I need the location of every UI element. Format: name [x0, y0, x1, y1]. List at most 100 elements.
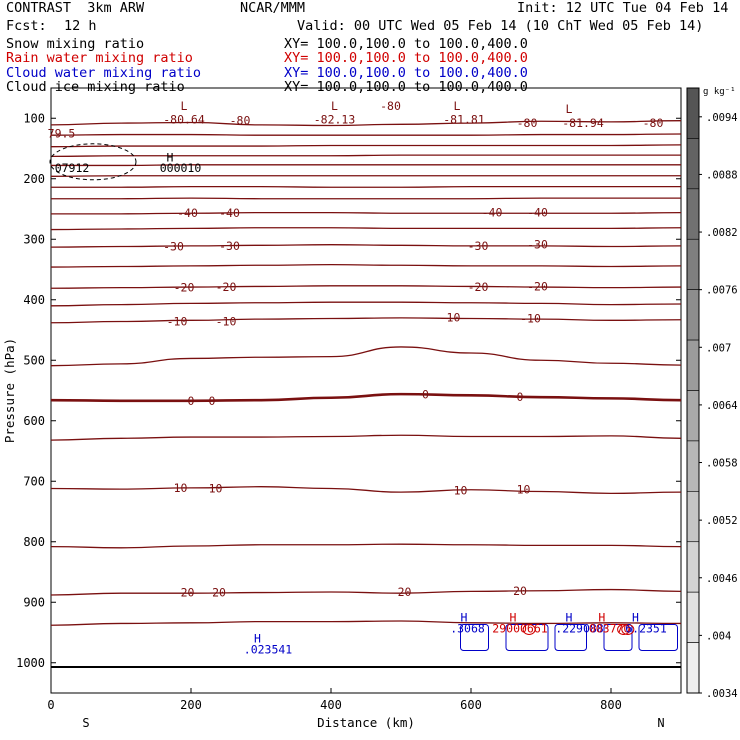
contour-label: -80 — [380, 99, 401, 113]
colorbar-segment — [686, 188, 700, 240]
init-time: Init: 12 UTC Tue 04 Feb 14 — [517, 0, 729, 16]
contour-label: 07912 — [55, 161, 90, 175]
contour-label: 20 — [513, 584, 527, 598]
colorbar-segment — [686, 440, 700, 492]
contour-label: H — [632, 610, 639, 624]
contour-label: -81.94 — [562, 116, 604, 130]
contour-label: -10 — [520, 312, 541, 326]
contour-label: 20 — [212, 586, 226, 600]
colorbar-segment — [686, 642, 700, 694]
contour-line-0 — [50, 392, 682, 403]
colorbar-tick-label: .0064 — [706, 400, 738, 412]
x-tick-label: 400 — [320, 698, 342, 712]
contour-label: -10 — [167, 315, 188, 329]
y-tick-label: 800 — [23, 535, 45, 549]
field-name-rain: Rain water mixing ratio — [6, 50, 193, 66]
field-xy-cloud-ice: XY= 100.0,100.0 to 100.0,400.0 — [284, 79, 528, 95]
colorbar-frame — [686, 87, 700, 694]
contour-label: 10 — [454, 483, 468, 497]
colorbar-segment — [686, 289, 700, 341]
colorbar-segment — [686, 541, 700, 593]
colorbar-tick-label: .0082 — [706, 227, 738, 239]
fcst-label: Fcst: — [6, 18, 47, 34]
y-tick-label: 600 — [23, 414, 45, 428]
contour-label: 0 — [517, 390, 524, 404]
x-tick-label: 200 — [180, 698, 202, 712]
contour-label: 0 — [209, 394, 216, 408]
cloud-water-contour-2 — [554, 624, 587, 651]
contour-label: .023541 — [244, 642, 293, 656]
field-xy-cloud-water: XY= 100.0,100.0 to 100.0,400.0 — [284, 65, 528, 81]
rain-contour-2 — [621, 623, 635, 635]
contour-line--20 — [50, 285, 682, 289]
contour-line-25 — [50, 620, 682, 626]
x-tick-label: 800 — [600, 698, 622, 712]
colorbar-tick-label: .0058 — [706, 458, 738, 470]
contour-label: -20 — [174, 281, 195, 295]
colorbar-tick-label: .0034 — [706, 688, 738, 700]
contour-label: -10 — [440, 310, 461, 324]
colorbar-tick-label: .007 — [706, 342, 731, 354]
colorbar-tick-label: .0094 — [706, 112, 738, 124]
contour-label: 20 — [181, 586, 195, 600]
colorbar-segment — [686, 238, 700, 290]
contour-label: -82.13 — [314, 112, 356, 126]
contour-label: L — [566, 102, 573, 116]
contour-label: -40 — [177, 206, 198, 220]
contour-label: -30 — [219, 239, 240, 253]
rain-contour-1 — [617, 623, 631, 635]
contour-line--15 — [50, 301, 682, 307]
field-name-cloud-ice: Cloud ice mixing ratio — [6, 79, 185, 95]
contour-line-15 — [50, 543, 682, 549]
left-title: CONTRAST 3km ARW — [6, 0, 145, 16]
contour-label: .229088 — [555, 621, 604, 635]
contour-label: H — [510, 610, 517, 624]
contour-label: L — [181, 99, 188, 113]
contour-line--65 — [50, 154, 681, 158]
contour-label: 6.2351 — [625, 621, 667, 635]
contour-label: 10 — [209, 482, 223, 496]
y-tick-label: 400 — [23, 293, 45, 307]
contour-line--30 — [50, 244, 682, 248]
contour-line--70 — [50, 144, 682, 148]
contour-label: 29000661 — [492, 621, 547, 635]
contour-label: L — [454, 99, 461, 113]
contour-label: -20 — [468, 280, 489, 294]
contour-label: -80 — [517, 116, 538, 130]
field-name-snow: Snow mixing ratio — [6, 36, 145, 52]
cloud-water-contour-0 — [460, 624, 489, 651]
field-name-cloud-water: Cloud water mixing ratio — [6, 65, 202, 81]
colorbar-segment — [686, 390, 700, 442]
x-axis-label: Distance (km) — [317, 715, 415, 730]
contour-line-5 — [50, 434, 682, 441]
contour-label: 20 — [398, 585, 412, 599]
field-xy-rain: XY= 100.0,100.0 to 100.0,400.0 — [284, 50, 528, 66]
contour-label: -40 — [482, 206, 503, 220]
contour-line--40 — [51, 211, 682, 215]
y-tick-label: 500 — [23, 353, 45, 367]
plot-frame — [50, 87, 682, 694]
contour-line-20 — [50, 588, 682, 596]
contour-label: -10 — [216, 315, 237, 329]
contour-label: 0 — [422, 388, 429, 402]
contour-label: -40 — [527, 206, 548, 220]
contour-label: -81.81 — [443, 112, 485, 126]
colorbar-tick-label: .0076 — [706, 285, 738, 297]
colorbar-tick-label: .0046 — [706, 573, 738, 585]
contour-label: -80 — [230, 114, 251, 128]
y-tick-label: 300 — [23, 232, 45, 246]
x-tick-label: 0 — [47, 698, 54, 712]
contour-label: H — [566, 610, 573, 624]
colorbar-segment — [686, 591, 700, 643]
y-tick-label: 900 — [23, 595, 45, 609]
y-axis-label: Pressure (hPa) — [2, 338, 17, 443]
field-xy-snow: XY= 100.0,100.0 to 100.0,400.0 — [284, 36, 528, 52]
contour-line--25 — [50, 264, 682, 268]
contour-label: 79.5 — [48, 126, 76, 140]
contour-line--35 — [50, 227, 682, 231]
contour-label: -20 — [216, 280, 237, 294]
y-tick-label: 100 — [23, 111, 45, 125]
contour-line-10 — [50, 486, 682, 495]
x-end-label-north: N — [657, 716, 664, 730]
